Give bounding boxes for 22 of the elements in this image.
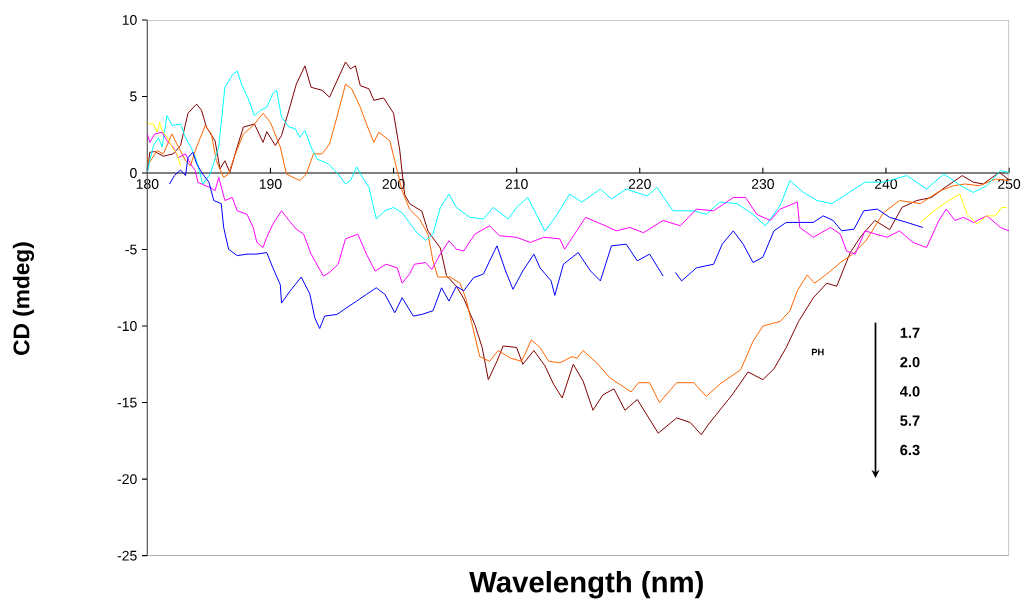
annotation: 6.3 xyxy=(900,444,920,456)
x-tick-label: 230 xyxy=(751,179,774,189)
y-axis-title: CD (mdeg) xyxy=(12,242,35,355)
y-tick-label: 5 xyxy=(130,91,137,102)
y-tick-label: 10 xyxy=(122,14,137,25)
x-tick-label: 240 xyxy=(874,179,898,189)
y-tick-label: -10 xyxy=(117,321,137,332)
y-tick-label: -15 xyxy=(117,397,137,408)
y-tick-label: 0 xyxy=(130,168,137,178)
y-tick-label: -25 xyxy=(117,550,137,561)
y-tick-label: -20 xyxy=(117,474,137,485)
annotation: 5.7 xyxy=(900,415,920,426)
annotation: 2.0 xyxy=(900,356,920,368)
x-tick-label: 190 xyxy=(259,179,282,189)
y-tick-label: -5 xyxy=(125,244,137,255)
annotation: PH xyxy=(811,348,824,356)
x-tick-label: 220 xyxy=(628,179,651,189)
annotation: 4.0 xyxy=(899,386,920,397)
x-tick-label: 210 xyxy=(505,179,528,189)
annotation: 1.7 xyxy=(900,327,920,338)
x-tick-label: 250 xyxy=(998,179,1021,189)
x-axis-title: Wavelength (nm) xyxy=(469,571,703,599)
